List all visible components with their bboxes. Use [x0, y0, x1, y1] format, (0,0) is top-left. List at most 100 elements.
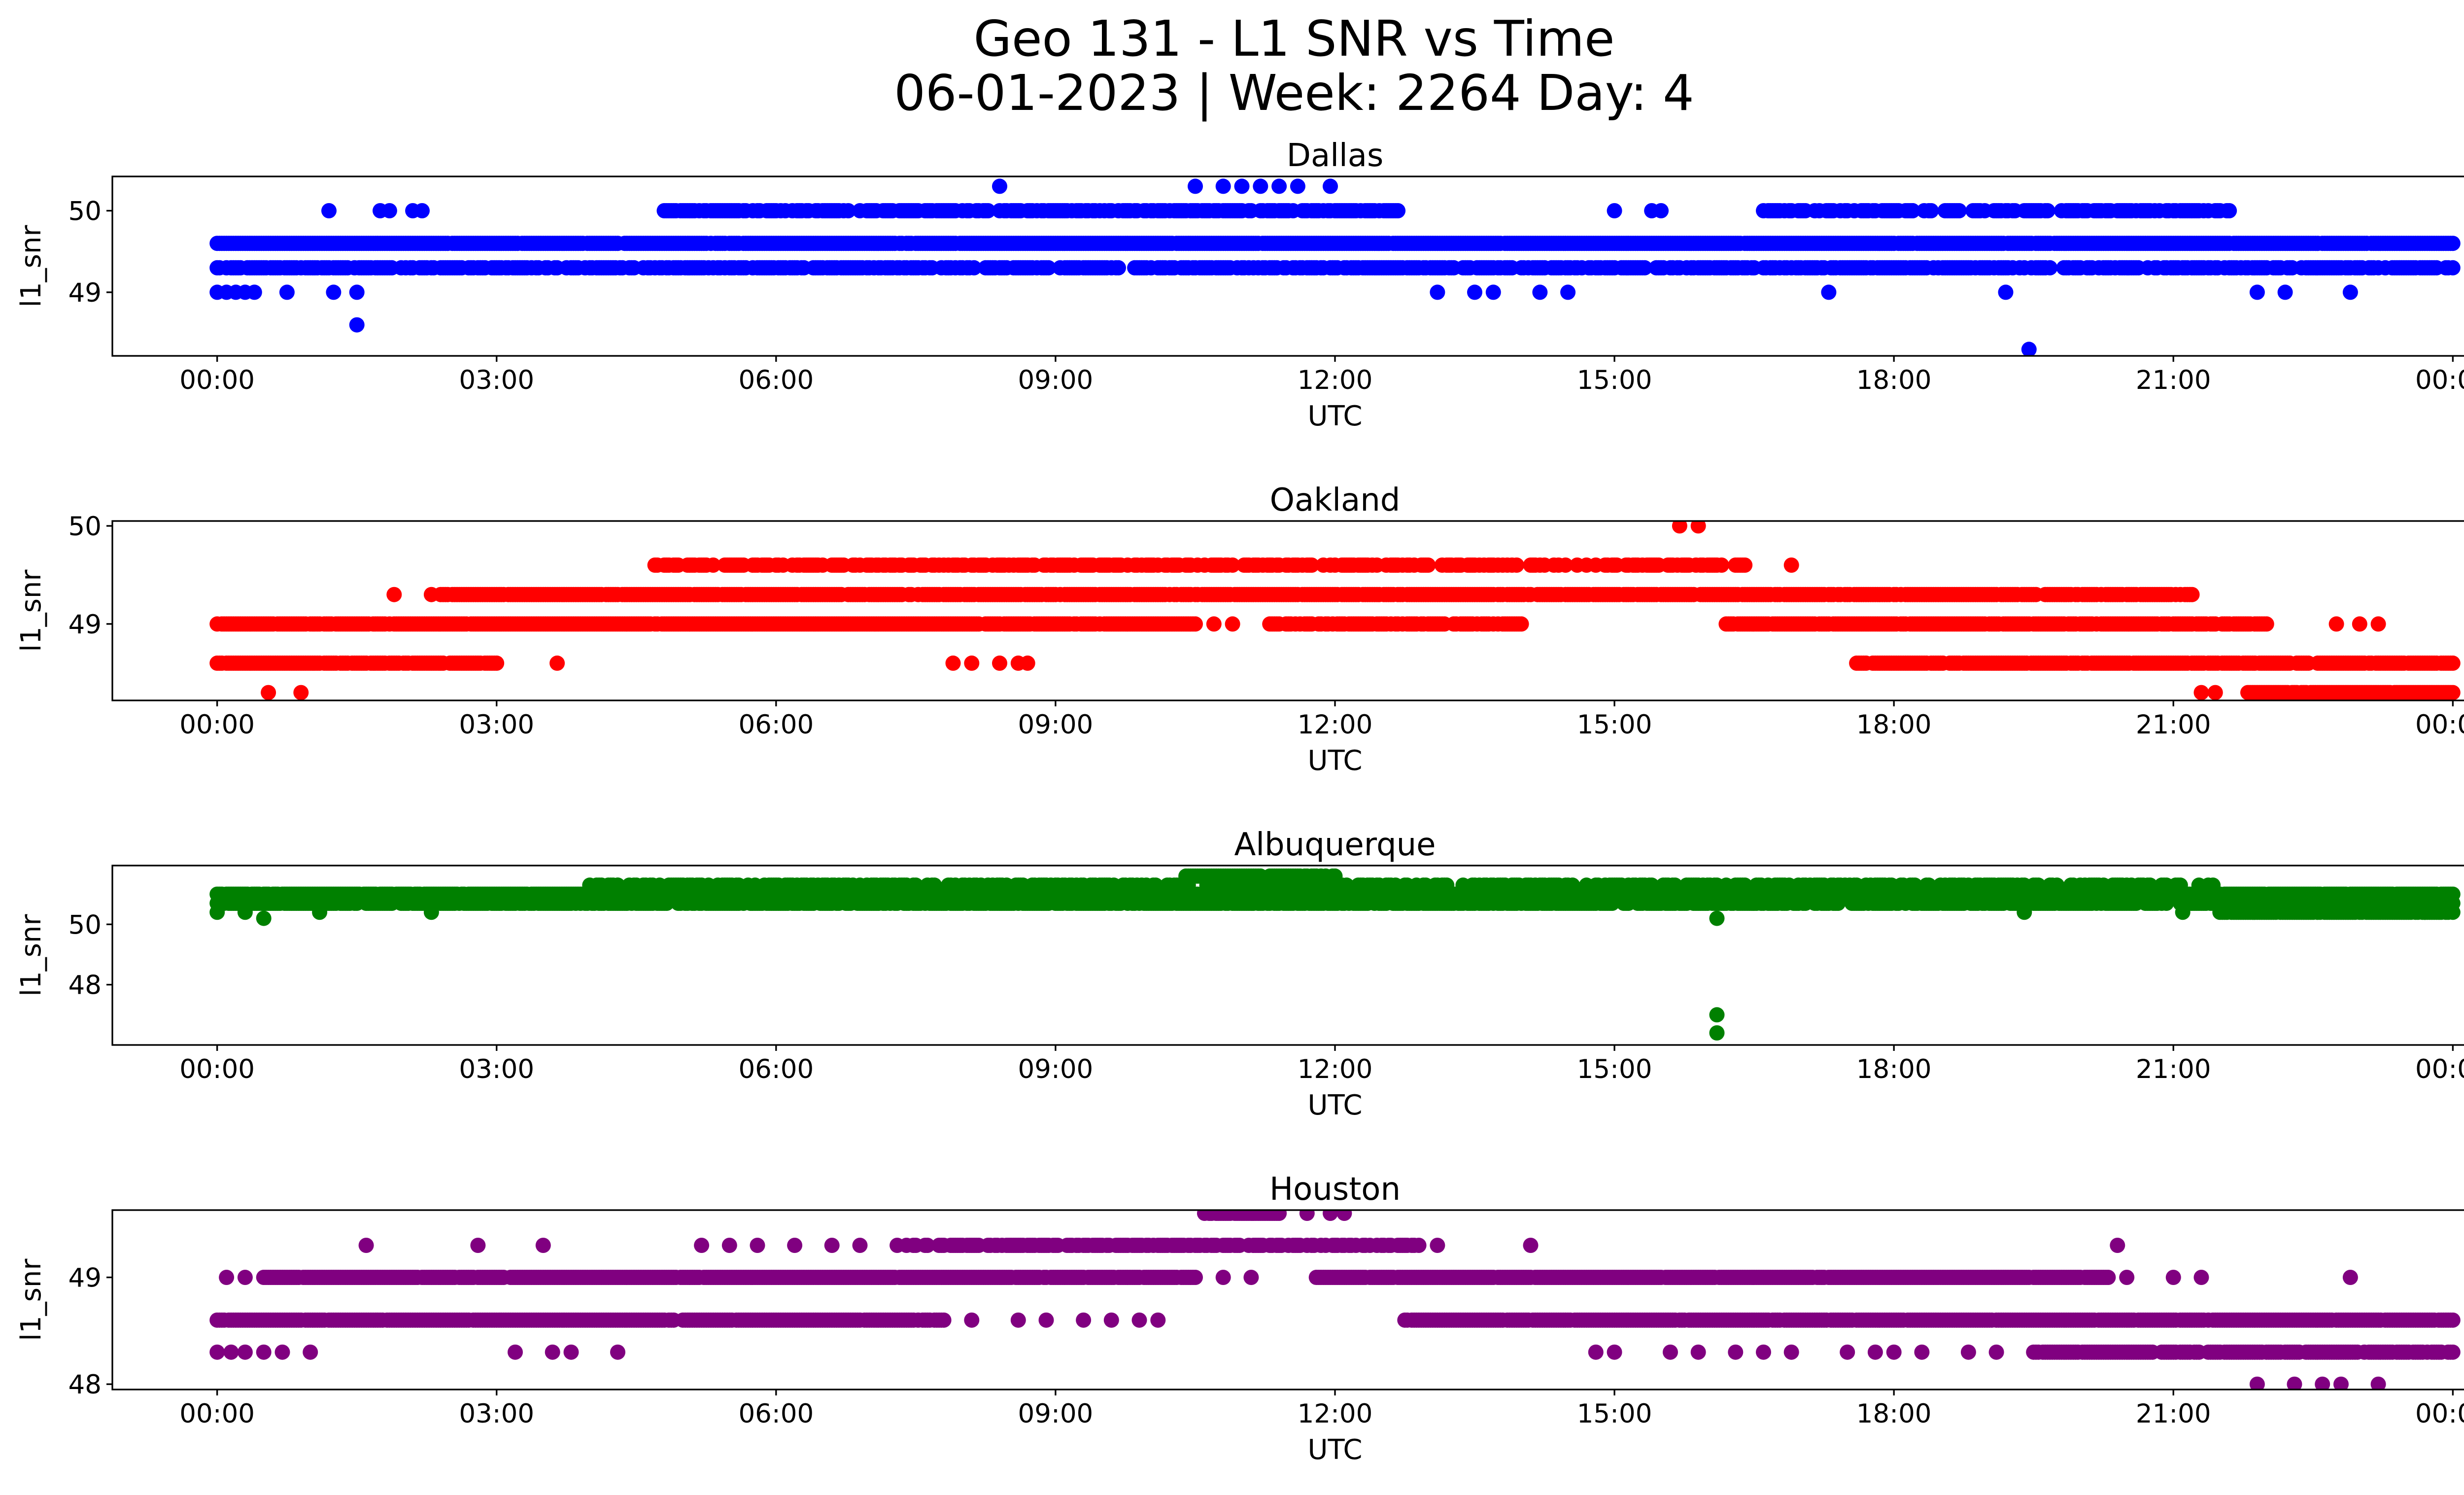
data-point — [489, 655, 505, 671]
data-point — [1607, 203, 1622, 218]
data-point — [326, 284, 342, 300]
data-point — [2328, 616, 2344, 632]
data-point — [1271, 178, 1287, 194]
data-point — [2222, 203, 2237, 218]
x-tick-label: 06:00 — [738, 365, 814, 395]
data-point — [1905, 203, 1920, 218]
data-point — [279, 284, 295, 300]
y-tick-label: 50 — [68, 512, 102, 542]
x-tick-label: 21:00 — [2136, 365, 2211, 395]
data-point — [1304, 557, 1320, 573]
data-point — [1430, 284, 1445, 300]
data-point — [1188, 616, 1203, 632]
data-point — [1821, 284, 1837, 300]
data-point — [966, 260, 982, 276]
x-tick-label: 09:00 — [1018, 710, 1094, 740]
x-tick-label: 12:00 — [1298, 710, 1373, 740]
data-point — [2445, 685, 2461, 700]
data-point — [261, 685, 276, 700]
data-point — [2249, 284, 2265, 300]
data-point — [1323, 178, 1338, 194]
x-tick-label: 03:00 — [459, 710, 534, 740]
data-point — [246, 284, 262, 300]
data-point — [2040, 203, 2055, 218]
data-point — [840, 203, 856, 218]
data-point — [1672, 521, 1687, 534]
data-point — [2184, 587, 2200, 602]
x-tick-label: 12:00 — [1298, 365, 1373, 395]
x-tick-label: 06:00 — [738, 710, 814, 740]
data-point — [2277, 284, 2293, 300]
data-point — [1690, 521, 1706, 534]
data-point — [1513, 616, 1529, 632]
x-tick-label: 18:00 — [1856, 710, 1932, 740]
data-point — [992, 655, 1007, 671]
data-point — [1234, 178, 1250, 194]
data-point — [349, 284, 365, 300]
data-point — [549, 655, 565, 671]
data-point — [2445, 260, 2461, 276]
figure-title-line2: 06-01-2023 | Week: 2264 Day: 4 — [894, 64, 1694, 122]
data-point — [1467, 284, 1482, 300]
data-point — [705, 557, 721, 573]
y-axis-label: l1_snr — [15, 569, 47, 652]
data-point — [2342, 284, 2358, 300]
data-point — [321, 203, 337, 218]
data-point — [2021, 342, 2037, 356]
scatter-series-oakland — [209, 521, 2461, 700]
data-point — [1225, 557, 1240, 573]
data-point — [1111, 260, 1126, 276]
data-point — [1653, 203, 1669, 218]
subplot-title-albuquerque: Albuquerque — [1234, 827, 1436, 863]
data-point — [1560, 284, 1576, 300]
data-point — [1188, 178, 1203, 194]
x-tick-label: 00:00 — [179, 365, 255, 395]
data-point — [1637, 260, 1652, 276]
data-point — [2193, 685, 2209, 700]
data-point — [1290, 178, 1305, 194]
data-point — [992, 178, 1007, 194]
x-tick-label: 15:00 — [1577, 710, 1652, 740]
figure-title-line1: Geo 131 - L1 SNR vs Time — [974, 10, 1615, 68]
data-point — [1558, 557, 1574, 573]
data-point — [1485, 284, 1501, 300]
data-point — [381, 203, 397, 218]
data-point — [1783, 557, 1799, 573]
data-point — [386, 587, 402, 602]
data-point — [2042, 260, 2058, 276]
data-point — [1215, 178, 1231, 194]
data-point — [1041, 260, 1057, 276]
data-point — [1206, 616, 1222, 632]
data-point — [293, 685, 309, 700]
data-point — [1532, 284, 1548, 300]
data-point — [1509, 557, 1525, 573]
x-tick-label: 03:00 — [459, 365, 534, 395]
y-axis-label: l1_snr — [15, 225, 47, 308]
data-point — [1923, 203, 1939, 218]
scatter-series-albuquerque — [209, 868, 2461, 1041]
data-point — [2445, 236, 2461, 251]
y-tick-label: 49 — [68, 278, 102, 308]
x-tick-label: 09:00 — [1018, 365, 1094, 395]
data-point — [2207, 685, 2223, 700]
data-point — [1737, 557, 1753, 573]
data-point — [1998, 284, 2014, 300]
x-axis-label: UTC — [1307, 400, 1362, 432]
data-point — [980, 203, 996, 218]
data-point — [2259, 616, 2274, 632]
scatter-series-dallas — [209, 178, 2461, 356]
data-point — [1020, 655, 1035, 671]
data-point — [945, 655, 961, 671]
x-tick-label: 00:00 — [2415, 365, 2464, 395]
data-point — [2352, 616, 2367, 632]
x-tick-label: 15:00 — [1577, 365, 1652, 395]
data-point — [349, 317, 365, 333]
x-axis-label: UTC — [1307, 745, 1362, 777]
data-point — [1420, 557, 1436, 573]
x-tick-label: 00:00 — [179, 710, 255, 740]
